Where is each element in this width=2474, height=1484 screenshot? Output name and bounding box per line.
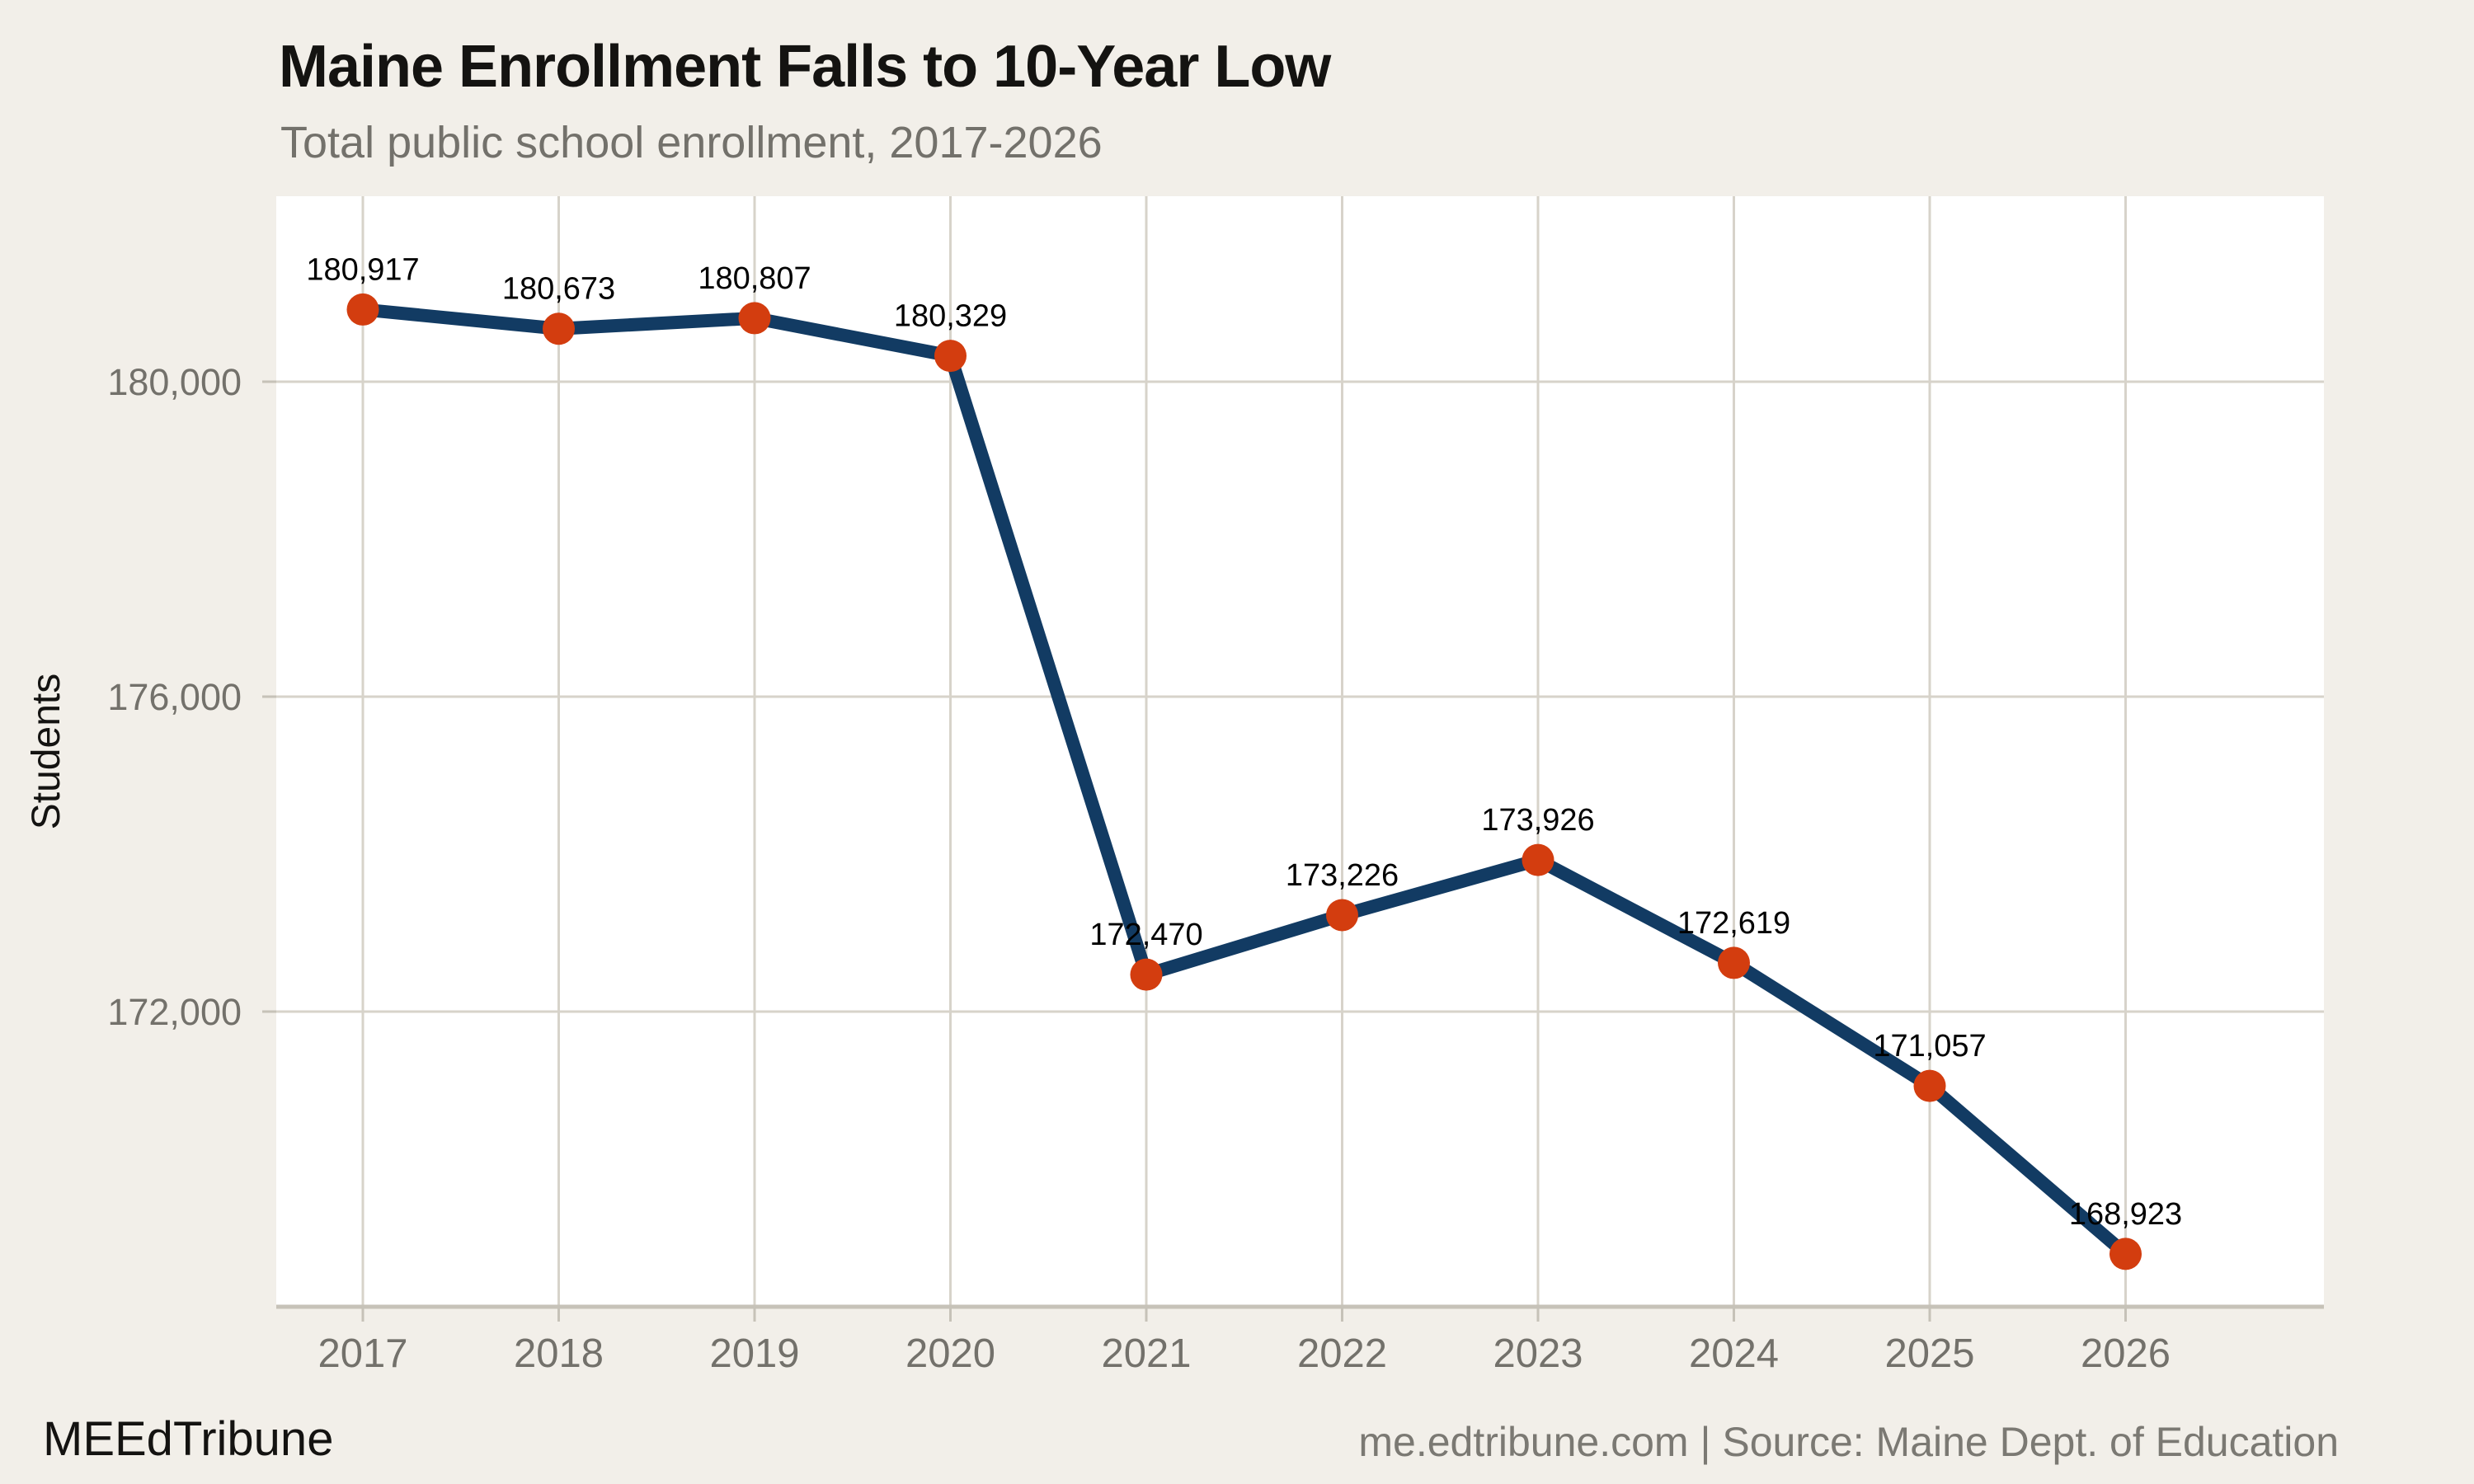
x-tick-label: 2022 bbox=[1297, 1331, 1387, 1376]
data-point bbox=[1718, 946, 1750, 979]
footer-source: me.edtribune.com | Source: Maine Dept. o… bbox=[1358, 1419, 2339, 1465]
data-point-label: 172,619 bbox=[1677, 906, 1790, 941]
data-point-label: 180,807 bbox=[698, 261, 811, 296]
data-point-label: 173,926 bbox=[1481, 803, 1594, 838]
data-point bbox=[934, 340, 967, 373]
data-point bbox=[1522, 843, 1554, 876]
x-tick-label: 2023 bbox=[1493, 1331, 1583, 1376]
data-point bbox=[1326, 899, 1358, 932]
data-point-label: 180,329 bbox=[894, 299, 1007, 334]
y-axis-title: Students bbox=[25, 674, 68, 829]
x-tick-label: 2021 bbox=[1101, 1331, 1191, 1376]
data-point bbox=[543, 312, 575, 345]
y-tick-label: 172,000 bbox=[107, 991, 242, 1033]
x-tick-label: 2019 bbox=[709, 1331, 799, 1376]
data-point bbox=[2109, 1237, 2142, 1270]
x-tick-label: 2017 bbox=[317, 1331, 407, 1376]
data-point-label: 168,923 bbox=[2069, 1197, 2182, 1232]
x-tick-label: 2026 bbox=[2081, 1331, 2171, 1376]
data-point-label: 173,226 bbox=[1286, 858, 1399, 893]
x-tick-label: 2020 bbox=[905, 1331, 995, 1376]
x-tick-label: 2025 bbox=[1884, 1331, 1974, 1376]
enrollment-line bbox=[356, 303, 2133, 1261]
data-point-label: 172,470 bbox=[1089, 918, 1202, 952]
x-tick-label: 2024 bbox=[1689, 1331, 1779, 1376]
data-point-label: 171,057 bbox=[1873, 1029, 1986, 1064]
data-point bbox=[1913, 1069, 1946, 1102]
data-point bbox=[1130, 958, 1163, 991]
y-tick-label: 176,000 bbox=[107, 676, 242, 718]
x-tick-label: 2018 bbox=[514, 1331, 604, 1376]
footer-brand: MEEdTribune bbox=[43, 1412, 334, 1466]
plot-background bbox=[276, 196, 2324, 1307]
data-point bbox=[738, 302, 771, 335]
page-subtitle: Total public school enrollment, 2017-202… bbox=[280, 118, 1103, 167]
y-tick-label: 180,000 bbox=[107, 361, 242, 403]
data-point bbox=[346, 293, 379, 326]
page-title: Maine Enrollment Falls to 10-Year Low bbox=[279, 34, 1331, 100]
data-point-label: 180,917 bbox=[306, 252, 419, 287]
data-point-label: 180,673 bbox=[502, 272, 615, 307]
